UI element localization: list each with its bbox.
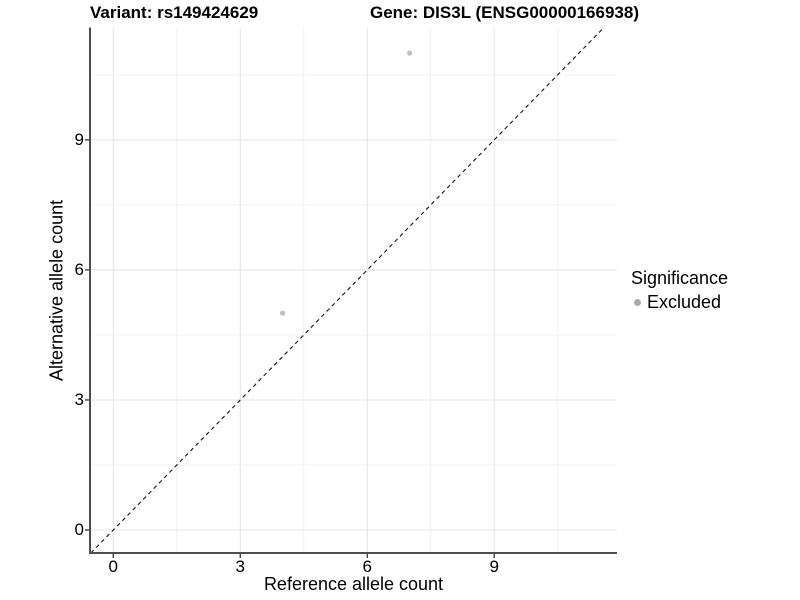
y-tick-label: 6 xyxy=(74,259,84,279)
plot-title-variant: Variant: rs149424629 xyxy=(90,3,259,22)
plot-svg xyxy=(85,27,617,558)
plot-title-gene: Gene: DIS3L (ENSG00000166938) xyxy=(370,3,639,22)
data-point xyxy=(406,50,413,56)
y-tick-label: 9 xyxy=(74,129,84,149)
x-tick-label: 9 xyxy=(489,557,499,576)
legend-key-dot-icon xyxy=(634,299,641,306)
y-axis-title: Alternative allele count xyxy=(46,199,67,382)
diagonal-reference-line xyxy=(90,27,604,554)
x-tick-label: 3 xyxy=(235,557,245,576)
x-axis-title: Reference allele count xyxy=(263,574,444,594)
legend-item-label: Excluded xyxy=(647,292,722,312)
legend: Significance Excluded xyxy=(631,268,728,313)
y-tick-label: 3 xyxy=(74,389,84,409)
data-point xyxy=(279,310,286,316)
plot-panel xyxy=(85,27,617,558)
y-tick-label: 0 xyxy=(74,520,84,540)
legend-item: Excluded xyxy=(631,292,728,313)
x-tick-label: 6 xyxy=(362,557,372,576)
x-tick-label: 0 xyxy=(108,557,118,576)
legend-title: Significance xyxy=(631,268,729,288)
